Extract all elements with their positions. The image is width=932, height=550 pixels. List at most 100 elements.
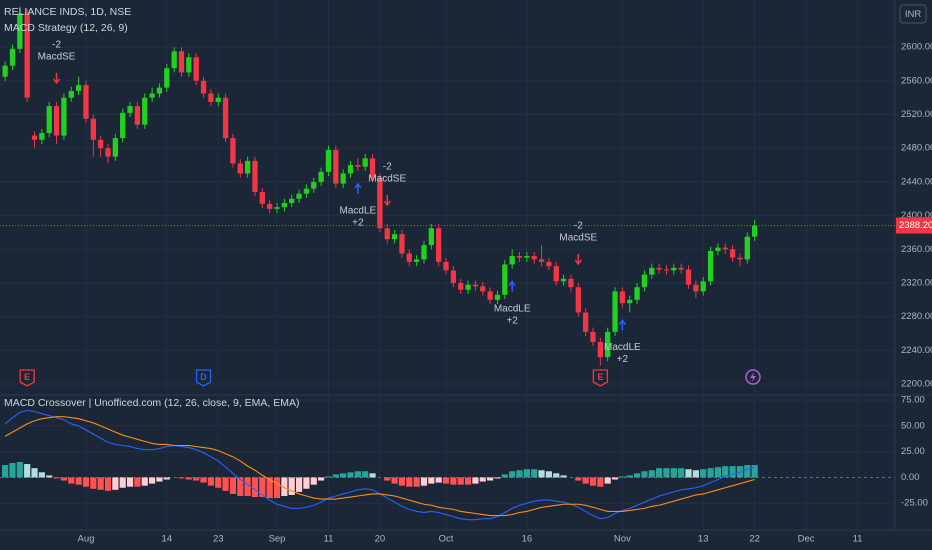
histogram-bar (406, 477, 413, 487)
y-tick-label: 2240.00 (901, 345, 932, 356)
histogram-bar (626, 475, 633, 478)
histogram-bar (604, 477, 611, 484)
candle-body (215, 97, 221, 102)
histogram-bar (2, 465, 9, 478)
histogram-bar (582, 477, 589, 484)
y-tick-label: 2600.00 (901, 42, 932, 53)
histogram-bar (303, 477, 310, 489)
y-tick-label: 75.00 (901, 395, 925, 406)
long-arrow (354, 182, 362, 194)
event-label: E (24, 372, 30, 382)
candle-body (546, 261, 552, 267)
histogram-bar (288, 477, 295, 495)
histogram-bar (516, 470, 523, 478)
candle-body (355, 165, 361, 167)
histogram-bar (545, 471, 552, 478)
candle-body (737, 257, 743, 260)
histogram-bar (163, 477, 170, 480)
y-tick-label: 2360.00 (901, 244, 932, 255)
y-tick-label: 2400.00 (901, 210, 932, 221)
histogram-bar (553, 473, 560, 478)
histogram-bar (104, 477, 112, 491)
candle-body (61, 97, 67, 136)
marks: MacdSE-2MacdLE+2MacdSE-2MacdLE+2MacdSE-2… (0, 6, 895, 521)
candle-body (436, 228, 442, 262)
candle-body (656, 267, 662, 270)
last-price-label: 2388.20 (899, 220, 932, 231)
signal-label: MacdSE (368, 174, 406, 185)
candle-body (502, 264, 508, 295)
histogram-bar (442, 477, 450, 484)
y-tick-label: 2320.00 (901, 278, 932, 289)
histogram-bar (141, 477, 148, 486)
candle-body (340, 173, 346, 184)
candle-body (193, 57, 199, 81)
histogram-bar (244, 477, 251, 496)
currency-box[interactable] (899, 4, 927, 24)
histogram-bar (16, 461, 23, 478)
histogram-bar (450, 477, 457, 485)
histogram-bar (200, 477, 207, 483)
y-tick-label: 0.00 (901, 472, 920, 483)
candle-body (678, 267, 684, 270)
y-tick-label: -25.00 (901, 498, 928, 509)
histogram-bar (31, 468, 38, 478)
x-tick-label: Oct (439, 534, 454, 545)
signal-qty: +2 (617, 354, 629, 365)
candle-body (582, 312, 589, 332)
candle-body (222, 97, 229, 139)
candle-body (744, 236, 750, 260)
y-tick-label: 2520.00 (901, 109, 932, 120)
candle-body (634, 287, 640, 300)
histogram-bar (149, 477, 156, 484)
candle-body (369, 158, 376, 178)
histogram-bar (97, 477, 104, 490)
candle-body (421, 245, 427, 260)
candle-body (2, 65, 8, 77)
histogram-bar (68, 477, 75, 484)
histogram-bar (362, 471, 369, 478)
histogram-bar (391, 477, 398, 484)
candle-body (208, 93, 214, 102)
short-arrow (383, 195, 391, 207)
candle-body (391, 234, 398, 240)
histogram-bar (538, 470, 545, 478)
candle-body (531, 256, 537, 260)
histogram-bar (237, 477, 244, 496)
y-tick-label: 2440.00 (901, 176, 932, 187)
candle-body (685, 269, 692, 285)
currency-label[interactable]: INR (905, 9, 922, 20)
histogram-bar (9, 463, 16, 478)
candle-body (105, 148, 111, 157)
histogram-bar (575, 477, 582, 481)
histogram-bar (222, 477, 229, 491)
x-tick-label: 16 (522, 534, 533, 545)
histogram-bar (692, 470, 699, 478)
candle-body (90, 118, 96, 140)
candle-body (384, 228, 390, 240)
candle-body (171, 51, 177, 69)
candle-body (509, 256, 515, 265)
short-arrow (52, 72, 61, 85)
x-tick-label: 20 (375, 534, 386, 545)
candle-body (112, 138, 119, 157)
histogram-bar (215, 477, 222, 488)
y-tick-label: 2480.00 (901, 143, 932, 154)
histogram-bar (398, 477, 406, 486)
histogram-bar (435, 477, 442, 483)
candle-body (75, 85, 82, 91)
candle-body (362, 158, 368, 167)
candle-body (31, 135, 38, 140)
candle-body (127, 106, 133, 113)
histogram-bar (332, 474, 339, 478)
strategy-title: MACD Strategy (12, 26, 9) (4, 22, 128, 34)
histogram-bar (501, 474, 508, 478)
candle-body (83, 85, 89, 119)
candle-body (729, 249, 736, 258)
dividend-split-icon[interactable] (745, 369, 761, 385)
candle-body (120, 112, 126, 139)
candle-body (413, 259, 420, 262)
candle-body (9, 48, 16, 66)
histogram-bar (251, 477, 259, 498)
event-label: D (200, 372, 207, 382)
